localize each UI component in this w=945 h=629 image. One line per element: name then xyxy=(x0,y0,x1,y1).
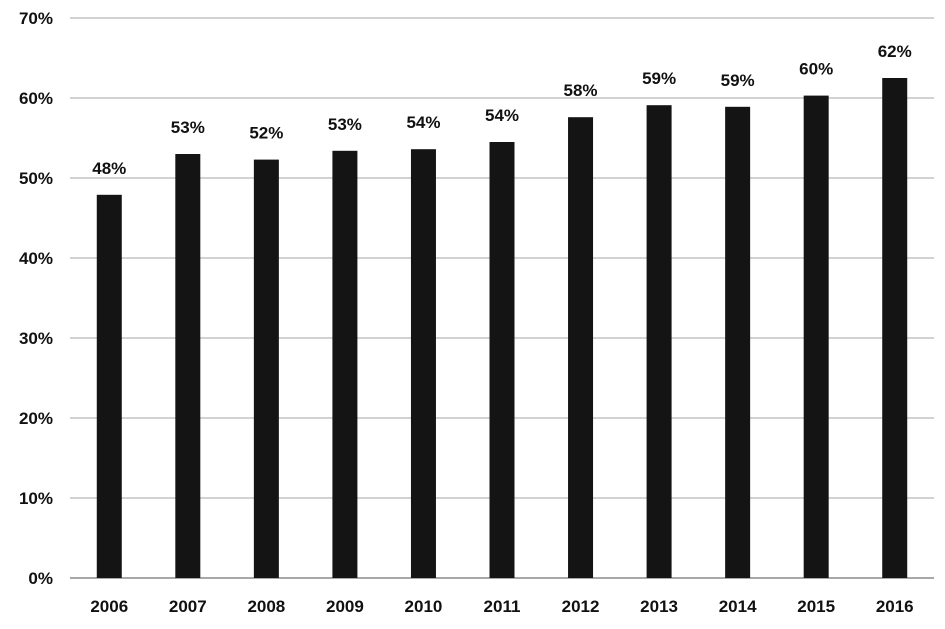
x-axis-tick-labels: 2006 2007 2008 2009 2010 2011 2012 2013 2014 2015… xyxy=(90,597,913,616)
x-tick-label-2007: 2007 xyxy=(169,597,207,616)
data-labels: 48% 53% 52% 53% 54% 54% 58% 59% 59% 60% 62% xyxy=(92,42,911,178)
x-tick-label-2015: 2015 xyxy=(797,597,835,616)
data-label-2007: 53% xyxy=(171,118,205,137)
y-tick-label: 70% xyxy=(19,9,53,28)
bar-2011 xyxy=(489,142,515,578)
data-label-2010: 54% xyxy=(406,113,440,132)
x-tick-label-2011: 2011 xyxy=(484,597,521,616)
y-tick-label: 50% xyxy=(19,169,53,188)
x-tick-label-2016: 2016 xyxy=(876,597,914,616)
y-tick-label: 30% xyxy=(19,329,53,348)
bar-2010 xyxy=(410,149,436,578)
bar-2007 xyxy=(175,154,201,578)
data-label-2015: 60% xyxy=(799,60,833,79)
x-tick-label-2012: 2012 xyxy=(562,597,600,616)
y-tick-label: 40% xyxy=(19,249,53,268)
x-tick-label-2009: 2009 xyxy=(326,597,364,616)
y-tick-label: 10% xyxy=(19,489,53,508)
bars xyxy=(96,78,908,579)
x-tick-label-2014: 2014 xyxy=(719,597,757,616)
bar-2013 xyxy=(646,105,672,578)
y-tick-label: 20% xyxy=(19,409,53,428)
bar-2014 xyxy=(725,106,751,579)
x-tick-label-2010: 2010 xyxy=(405,597,443,616)
y-tick-label: 60% xyxy=(19,89,53,108)
data-label-2014: 59% xyxy=(721,71,755,90)
data-label-2016: 62% xyxy=(878,42,912,61)
data-label-2006: 48% xyxy=(92,159,126,178)
x-tick-label-2013: 2013 xyxy=(640,597,678,616)
y-tick-label: 0% xyxy=(28,569,53,588)
bar-2006 xyxy=(96,194,122,579)
data-label-2009: 53% xyxy=(328,115,362,134)
bar-2008 xyxy=(253,159,279,578)
bar-2015 xyxy=(803,95,829,578)
x-tick-label-2008: 2008 xyxy=(247,597,285,616)
bar-2012 xyxy=(568,117,594,578)
data-label-2013: 59% xyxy=(642,69,676,88)
data-label-2012: 58% xyxy=(564,81,598,100)
data-label-2011: 54% xyxy=(485,106,519,125)
y-axis-tick-labels: 0% 10% 20% 30% 40% 50% 60% 70% xyxy=(19,9,53,588)
data-label-2008: 52% xyxy=(249,124,283,143)
bar-2016 xyxy=(882,78,908,578)
bar-2009 xyxy=(332,150,358,579)
x-tick-label-2006: 2006 xyxy=(90,597,128,616)
